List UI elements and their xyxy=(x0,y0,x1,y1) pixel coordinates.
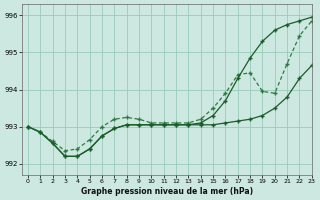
X-axis label: Graphe pression niveau de la mer (hPa): Graphe pression niveau de la mer (hPa) xyxy=(81,187,253,196)
